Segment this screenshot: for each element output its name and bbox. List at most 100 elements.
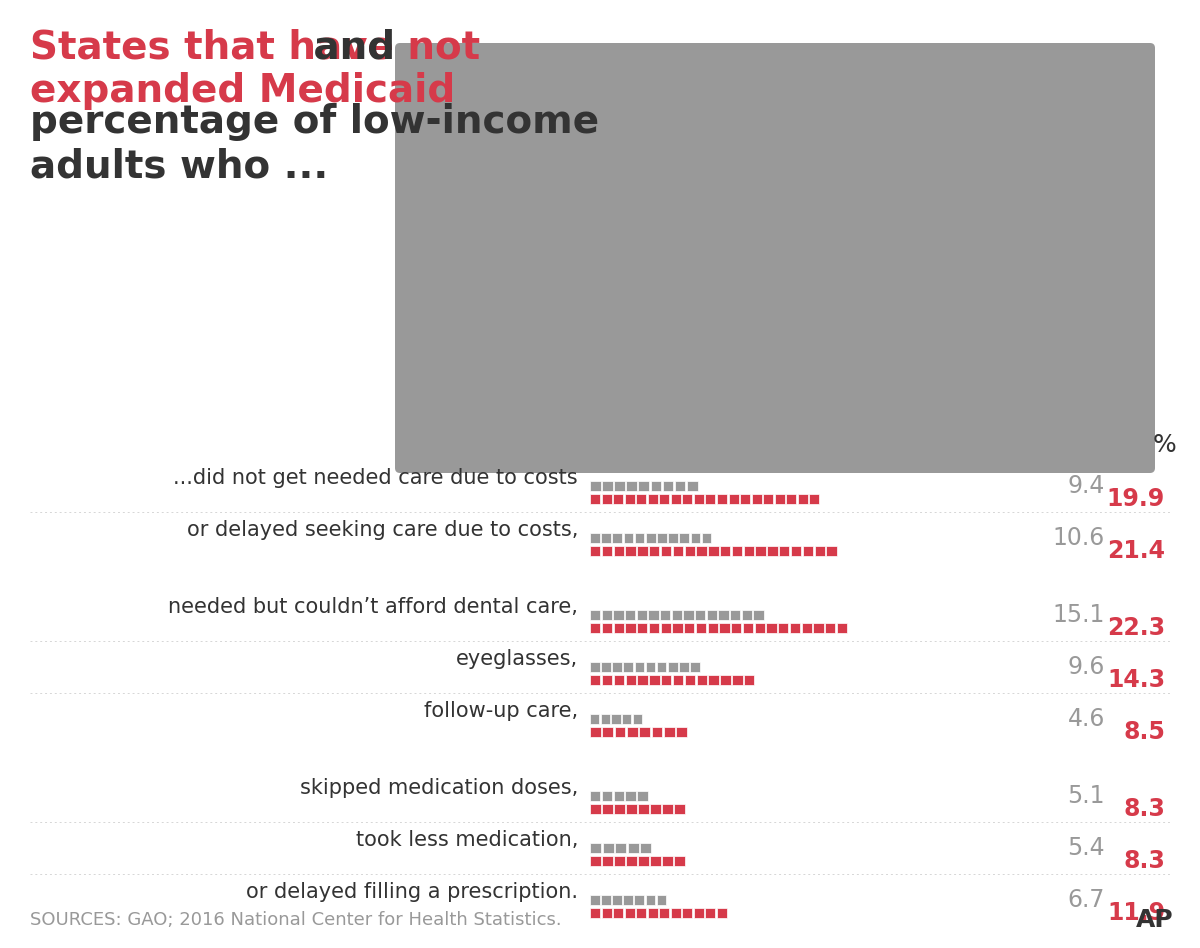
Bar [637, 791, 648, 801]
Bar [672, 610, 682, 620]
Text: eyeglasses,: eyeglasses, [456, 649, 578, 669]
Bar [674, 481, 685, 491]
Bar [590, 546, 600, 556]
Bar [625, 675, 636, 685]
Text: percentage of low-income
adults who ...: percentage of low-income adults who ... [30, 103, 599, 185]
Bar [602, 727, 613, 737]
Bar [707, 610, 716, 620]
Bar [590, 791, 600, 801]
Bar [685, 675, 695, 685]
Bar [635, 895, 644, 905]
Bar [590, 623, 600, 633]
Bar [590, 610, 600, 620]
FancyBboxPatch shape [395, 43, 1154, 473]
Bar [708, 675, 719, 685]
Bar [672, 623, 683, 633]
Bar [664, 727, 674, 737]
Bar [646, 533, 655, 543]
Bar [684, 610, 694, 620]
Bar [590, 675, 600, 685]
Bar [790, 623, 800, 633]
Bar [601, 908, 612, 918]
Bar [602, 804, 612, 814]
Bar [636, 908, 646, 918]
Bar [602, 843, 613, 853]
Text: 11.9: 11.9 [1106, 901, 1165, 925]
Bar [719, 623, 730, 633]
Text: SOURCES: GAO; 2016 National Center for Health Statistics.: SOURCES: GAO; 2016 National Center for H… [30, 911, 562, 929]
Bar [679, 533, 689, 543]
Bar [649, 546, 660, 556]
Text: 8.3: 8.3 [1123, 797, 1165, 821]
Bar [614, 481, 625, 491]
Bar [836, 623, 847, 633]
Bar [798, 494, 808, 504]
Bar [626, 481, 637, 491]
Bar [756, 546, 766, 556]
Bar [648, 494, 658, 504]
Bar [662, 856, 673, 866]
Bar [635, 662, 644, 672]
Bar [632, 714, 642, 724]
Bar [640, 727, 650, 737]
Bar [624, 533, 634, 543]
Bar [668, 533, 678, 543]
Bar [590, 662, 600, 672]
Text: 22.3: 22.3 [1106, 616, 1165, 640]
Bar [720, 675, 731, 685]
Bar [650, 804, 661, 814]
Bar [742, 610, 752, 620]
Bar [671, 908, 680, 918]
Bar [626, 804, 637, 814]
Bar [622, 714, 631, 724]
Bar [708, 623, 718, 633]
Bar [695, 610, 706, 620]
Bar [601, 662, 611, 672]
Bar [677, 727, 688, 737]
Text: took less medication,: took less medication, [355, 830, 578, 850]
Bar [716, 494, 727, 504]
Bar [658, 533, 667, 543]
Bar [659, 494, 670, 504]
Bar [755, 623, 764, 633]
Bar [635, 533, 644, 543]
Bar [732, 546, 742, 556]
Bar [661, 675, 672, 685]
Text: ...did not get needed care due to costs: ...did not get needed care due to costs [173, 468, 578, 488]
Text: %: % [1153, 433, 1177, 457]
Bar [614, 856, 625, 866]
Bar [636, 494, 647, 504]
Bar [743, 623, 754, 633]
Bar [650, 856, 661, 866]
Bar [613, 791, 624, 801]
Bar [702, 533, 712, 543]
Bar [779, 546, 790, 556]
Bar [648, 908, 658, 918]
Bar [625, 791, 636, 801]
Text: 9.6: 9.6 [1068, 655, 1105, 679]
Bar [637, 546, 648, 556]
Bar [754, 610, 763, 620]
Bar [625, 623, 636, 633]
Bar [668, 662, 678, 672]
Bar [697, 675, 707, 685]
Text: 6.7: 6.7 [1068, 888, 1105, 912]
Text: 5.1: 5.1 [1068, 784, 1105, 808]
Bar [623, 895, 632, 905]
Bar [815, 546, 824, 556]
Bar [826, 623, 835, 633]
Bar [640, 843, 652, 853]
Text: 9.4: 9.4 [1068, 474, 1105, 498]
Bar [751, 494, 762, 504]
Bar [673, 675, 683, 685]
Bar [590, 895, 600, 905]
Bar [626, 727, 638, 737]
Text: AP: AP [1136, 908, 1174, 932]
Text: States that have not
expanded Medicaid: States that have not expanded Medicaid [30, 28, 480, 110]
Bar [614, 804, 625, 814]
Bar [696, 546, 707, 556]
Bar [649, 675, 660, 685]
Bar [590, 481, 601, 491]
Bar [728, 494, 738, 504]
Bar [719, 610, 728, 620]
